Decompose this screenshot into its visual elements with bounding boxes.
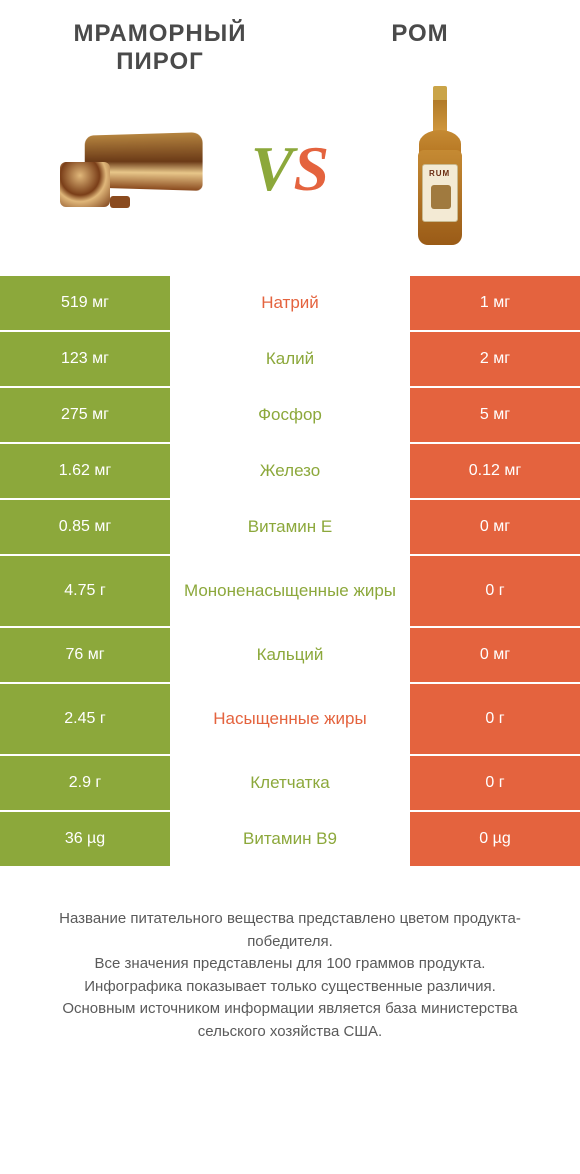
table-row: 123 мгКалий2 мг [0, 332, 580, 388]
footer-line-4: Основным источником информации является … [30, 998, 550, 1043]
table-row: 76 мгКальций0 мг [0, 628, 580, 684]
right-product-image [329, 84, 550, 254]
nutrient-label: Клетчатка [170, 756, 410, 810]
left-value: 76 мг [0, 628, 170, 682]
left-value: 123 мг [0, 332, 170, 386]
nutrient-label: Калий [170, 332, 410, 386]
table-row: 275 мгФосфор5 мг [0, 388, 580, 444]
vs-label: VS [251, 132, 329, 206]
table-row: 2.9 гКлетчатка0 г [0, 756, 580, 812]
marble-cake-icon [55, 124, 225, 214]
right-value: 0 г [410, 756, 580, 810]
left-value: 519 мг [0, 276, 170, 330]
right-value: 0 µg [410, 812, 580, 866]
right-value: 5 мг [410, 388, 580, 442]
product-images-row: VS [0, 76, 580, 276]
left-product-image [30, 84, 251, 254]
left-value: 2.45 г [0, 684, 170, 754]
vs-s: S [294, 133, 330, 204]
left-value: 36 µg [0, 812, 170, 866]
right-product-title: РОМ [290, 20, 550, 48]
left-value: 0.85 мг [0, 500, 170, 554]
footer-line-2: Все значения представлены для 100 граммо… [30, 953, 550, 976]
table-row: 1.62 мгЖелезо0.12 мг [0, 444, 580, 500]
rum-bottle-icon [412, 86, 467, 251]
left-value: 1.62 мг [0, 444, 170, 498]
comparison-table: 519 мгНатрий1 мг123 мгКалий2 мг275 мгФос… [0, 276, 580, 868]
footer-line-3: Инфографика показывает только существенн… [30, 976, 550, 999]
nutrient-label: Фосфор [170, 388, 410, 442]
table-row: 0.85 мгВитамин E0 мг [0, 500, 580, 556]
right-value: 0 г [410, 684, 580, 754]
table-row: 36 µgВитамин B90 µg [0, 812, 580, 868]
header: МРАМОРНЫЙ ПИРОГ РОМ [0, 0, 580, 76]
table-row: 4.75 гМононенасыщенные жиры0 г [0, 556, 580, 628]
table-row: 2.45 гНасыщенные жиры0 г [0, 684, 580, 756]
infographic: МРАМОРНЫЙ ПИРОГ РОМ VS 519 мгНатрий1 мг1… [0, 0, 580, 1043]
nutrient-label: Витамин E [170, 500, 410, 554]
left-value: 275 мг [0, 388, 170, 442]
right-value: 0 мг [410, 628, 580, 682]
left-product-title: МРАМОРНЫЙ ПИРОГ [30, 20, 290, 76]
right-value: 0 мг [410, 500, 580, 554]
table-row: 519 мгНатрий1 мг [0, 276, 580, 332]
right-value: 2 мг [410, 332, 580, 386]
nutrient-label: Кальций [170, 628, 410, 682]
footer-line-1: Название питательного вещества представл… [30, 908, 550, 953]
nutrient-label: Насыщенные жиры [170, 684, 410, 754]
nutrient-label: Мононенасыщенные жиры [170, 556, 410, 626]
nutrient-label: Натрий [170, 276, 410, 330]
left-value: 4.75 г [0, 556, 170, 626]
nutrient-label: Железо [170, 444, 410, 498]
nutrient-label: Витамин B9 [170, 812, 410, 866]
right-value: 1 мг [410, 276, 580, 330]
left-value: 2.9 г [0, 756, 170, 810]
right-value: 0.12 мг [410, 444, 580, 498]
footer-notes: Название питательного вещества представл… [0, 868, 580, 1043]
right-value: 0 г [410, 556, 580, 626]
vs-v: V [251, 133, 294, 204]
